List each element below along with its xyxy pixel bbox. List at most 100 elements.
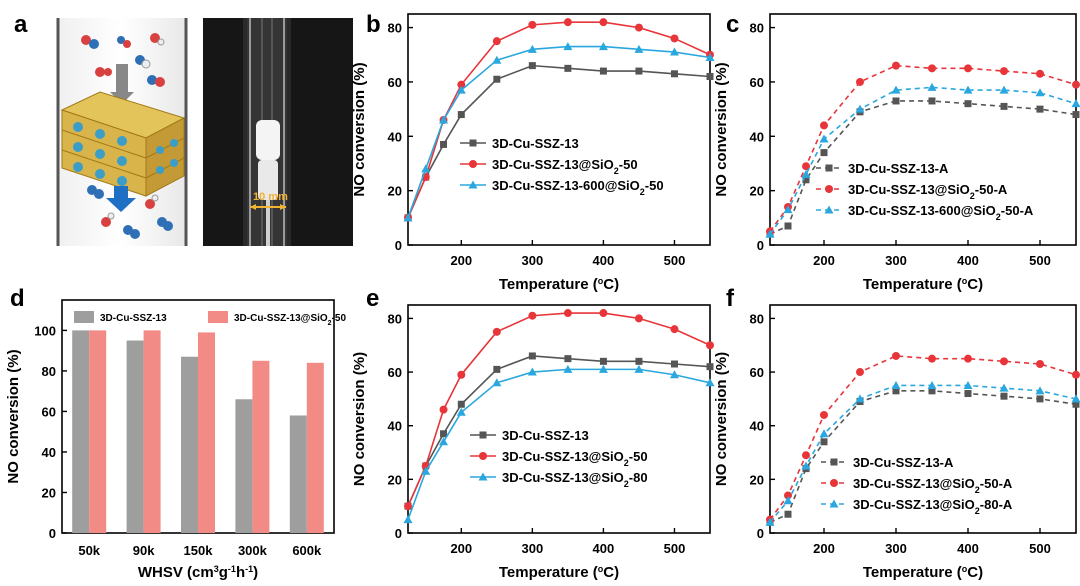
x-tick-label: 400 (957, 541, 979, 556)
data-point (705, 52, 715, 61)
x-tick-label: 500 (1029, 541, 1051, 556)
x-tick-label: 400 (593, 253, 615, 268)
data-point (1000, 102, 1008, 110)
data-point (403, 515, 413, 524)
legend-marker (479, 452, 487, 460)
data-point (421, 164, 431, 173)
legend-label: 3D-Cu-SSZ-13 (100, 313, 167, 324)
panel-label-c: c (726, 11, 739, 38)
legend-label: 3D-Cu-SSZ-13@SiO2-50-A (853, 476, 1013, 495)
data-point (1072, 111, 1080, 119)
data-point (564, 64, 572, 72)
x-axis-label: Temperature (oC) (863, 276, 983, 293)
data-point (784, 510, 792, 518)
legend-marker (824, 205, 834, 214)
flow-arrow-in-icon (110, 64, 134, 104)
data-point (563, 364, 573, 373)
x-tick-label: 200 (450, 253, 472, 268)
data-point (669, 47, 679, 56)
legend-marker (468, 180, 478, 189)
series-3D-Cu-SSZ-13-600@SiO2-50-A (765, 82, 1080, 238)
y-tick-label: 80 (750, 311, 764, 326)
data-point (457, 370, 466, 379)
legend-label: 3D-Cu-SSZ-13@SiO2-50 (502, 449, 648, 468)
x-tick-label: 600k (292, 543, 322, 558)
y-tick-label: 20 (42, 485, 56, 500)
data-point (492, 378, 502, 387)
data-point (599, 67, 607, 75)
data-point (1072, 80, 1080, 89)
x-tick-label: 150k (184, 543, 214, 558)
data-point (801, 169, 811, 178)
y-tick-label: 60 (388, 365, 402, 380)
data-point (493, 365, 501, 373)
data-point (765, 229, 775, 238)
x-tick-label: 300 (885, 541, 907, 556)
x-axis-label: Temperature (oC) (499, 564, 619, 581)
data-point (1036, 69, 1044, 78)
data-point (964, 354, 972, 363)
y-tick-label: 80 (42, 364, 56, 379)
data-point (855, 394, 865, 403)
legend-label: 3D-Cu-SSZ-13@SiO2-50 (492, 157, 638, 176)
data-point (819, 429, 829, 438)
data-point (820, 438, 828, 446)
plot-frame (407, 13, 711, 246)
plot-frame (769, 304, 1077, 534)
data-point (634, 364, 644, 373)
data-point (599, 18, 608, 27)
data-point (892, 61, 900, 70)
data-point (456, 85, 466, 94)
legend-label: 3D-Cu-SSZ-13-600@SiO2-50 (492, 178, 664, 197)
data-point (634, 44, 644, 53)
y-tick-label: 40 (42, 445, 56, 460)
data-point (599, 357, 607, 365)
data-point (457, 80, 466, 89)
x-tick-label: 500 (664, 541, 686, 556)
y-axis-label: NO conversion (%) (351, 62, 368, 196)
data-point (783, 496, 793, 505)
legend-label: 3D-Cu-SSZ-13@SiO2-80-A (853, 497, 1013, 516)
panel-label-e: e (366, 285, 379, 312)
data-point (634, 314, 643, 323)
y-tick-label: 20 (388, 184, 402, 199)
y-axis-label: NO conversion (%) (351, 352, 368, 486)
gas-molecules-top (81, 33, 165, 87)
data-point (802, 451, 810, 460)
data-point (706, 73, 714, 81)
data-point (1000, 357, 1008, 366)
data-point (599, 309, 608, 318)
data-point (670, 360, 678, 368)
y-tick-label: 0 (49, 526, 56, 541)
data-point (440, 140, 448, 148)
data-point (457, 111, 465, 119)
x-axis-label: Temperature (oC) (863, 564, 983, 581)
data-point (670, 34, 679, 43)
y-tick-label: 100 (34, 323, 56, 338)
data-point (927, 380, 937, 389)
data-point (1072, 370, 1080, 379)
legend-swatch (208, 311, 228, 323)
data-point (1000, 392, 1008, 400)
panel-label-a: a (14, 11, 28, 38)
x-tick-label: 200 (450, 541, 472, 556)
legend-marker (469, 160, 477, 168)
data-point (801, 461, 811, 470)
legend-marker (479, 431, 487, 439)
data-point (928, 97, 936, 105)
legend-label: 3D-Cu-SSZ-13-600@SiO2-50-A (848, 203, 1034, 222)
x-tick-label: 90k (133, 543, 155, 558)
series-3D-Cu-SSZ-13@SiO2-50 (404, 309, 714, 511)
data-point (802, 162, 810, 171)
data-point (1000, 67, 1008, 76)
data-point (669, 370, 679, 379)
data-point (635, 357, 643, 365)
legend-marker (469, 139, 477, 147)
data-point (928, 387, 936, 395)
x-tick-label: 300 (885, 253, 907, 268)
bar (143, 330, 161, 533)
legend-marker (825, 185, 833, 193)
y-tick-label: 40 (750, 419, 764, 434)
data-point (421, 466, 431, 475)
legend-label: 3D-Cu-SSZ-13@SiO2-80 (502, 470, 648, 489)
